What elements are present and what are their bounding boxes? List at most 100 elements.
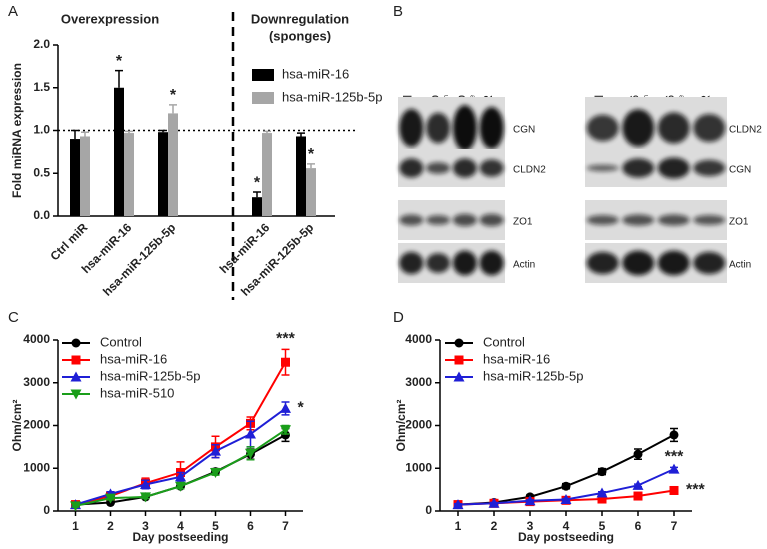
marker [488,497,500,508]
protein-label: Actin [513,260,535,271]
significance: * [298,400,305,417]
x-tick-label: 2 [107,519,114,533]
protein-label: ZO1 [513,217,533,228]
legend-swatch [252,92,274,104]
panel-letter: C [8,309,19,326]
x-tick-label: 5 [212,519,219,533]
x-tick-label: 2 [491,519,498,533]
blot-band [693,113,726,143]
y-tick-label: 1000 [23,460,50,474]
marker [597,467,607,477]
blot-band [622,158,655,178]
panel-letter: D [393,309,404,326]
error-bar [297,132,305,137]
blot-band [452,105,477,151]
error-bar [307,163,315,169]
marker [454,338,464,348]
legend-label: hsa-miR-125b-5p [100,368,200,383]
blot-band [426,162,451,174]
error-bar [263,130,271,134]
legend-label: hsa-miR-16 [282,66,349,81]
blot-band [452,250,477,276]
bar [252,197,262,216]
blot-band [479,159,504,177]
protein-label: CGN [513,125,535,136]
marker [281,357,290,367]
marker [633,491,643,501]
marker [453,371,465,382]
marker [140,492,151,503]
bar [168,113,178,216]
protein-label: CLDN2 [513,165,546,176]
bar [158,132,168,216]
marker [70,501,81,512]
legend-label: hsa-miR-16 [100,351,167,366]
blot-band [479,106,504,150]
x-tick-label: 6 [247,519,254,533]
error-bar [115,69,123,88]
blot-band [426,215,451,225]
group-label: Overexpression [61,11,159,26]
significance: * [116,53,123,70]
y-tick-label: 1.5 [33,80,50,94]
significance: *** [276,331,295,348]
blot-band [426,253,451,273]
marker [633,449,643,459]
protein-label: Actin [729,260,751,271]
blot-band [586,214,619,226]
significance: * [308,146,315,163]
y-tick-label: 0 [43,503,50,517]
marker [669,430,679,440]
blot-band [657,214,690,226]
marker [452,499,464,510]
marker [524,495,536,506]
marker [210,468,221,479]
significance: *** [665,449,684,466]
error-bar [159,129,167,133]
legend-label: Control [483,334,525,349]
y-tick-label: 1000 [405,460,432,474]
x-tick-label: 4 [177,519,184,533]
marker [70,371,82,382]
legend-label: hsa-miR-125b-5p [282,89,382,104]
blot-band [622,250,655,276]
y-tick-label: 0.5 [33,165,50,179]
y-tick-label: 2000 [23,418,50,432]
y-axis-label: Ohm/cm² [394,399,408,451]
y-tick-label: 1.0 [33,123,50,137]
marker [454,355,464,365]
panel-letter: B [393,3,403,20]
group-label: Downregulation [251,11,349,26]
blot-band [479,213,504,227]
group-sublabel: (sponges) [269,28,331,43]
bar [80,136,90,216]
blot-band [657,250,690,276]
marker [175,481,186,492]
marker [245,428,256,439]
x-tick-label: 5 [599,519,606,533]
x-tick-label: Ctrl miR [47,220,90,263]
bar [70,139,80,216]
marker [245,448,256,459]
marker [210,445,221,456]
y-tick-label: 3000 [23,375,50,389]
x-tick-label: 4 [563,519,570,533]
bar [114,87,124,216]
blot-band [657,112,690,144]
blot-band [622,109,655,147]
marker [561,481,571,491]
blot-band [657,157,690,179]
blot-band [586,114,619,142]
blot-band [586,251,619,275]
blot-band [452,213,477,227]
x-tick-label: 7 [671,519,678,533]
legend-label: hsa-miR-16 [483,351,550,366]
marker [71,338,81,348]
marker [70,389,82,400]
legend-label: hsa-miR-125b-5p [483,368,583,383]
protein-label: ZO1 [729,217,749,228]
legend-swatch [252,69,274,81]
panel-letter: A [8,3,18,20]
blot-band [693,159,726,177]
